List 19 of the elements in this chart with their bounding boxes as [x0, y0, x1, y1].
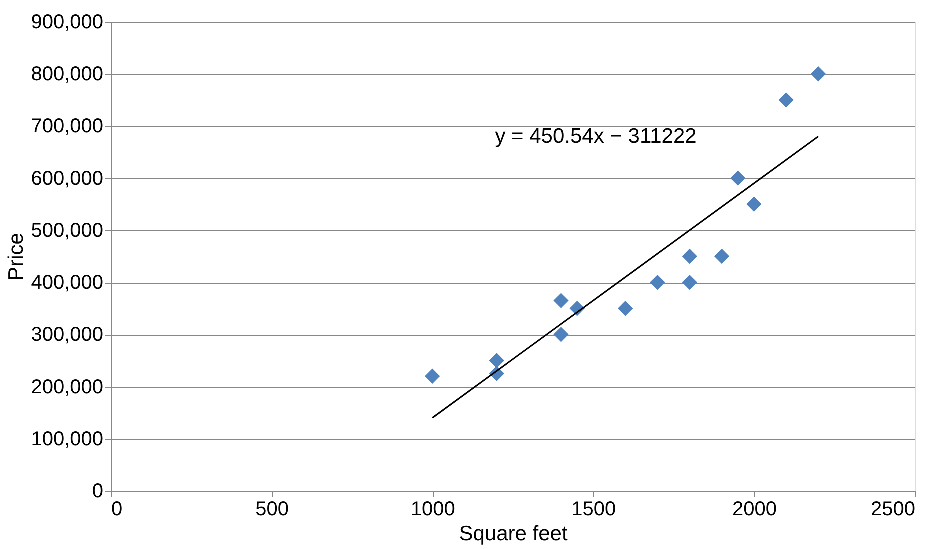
x-tick-label: 500 — [256, 498, 289, 520]
x-tick-label: 1500 — [572, 498, 616, 520]
annotation: y = 450.54x − 311222 — [495, 125, 697, 148]
y-tick-label: 600,000 — [31, 168, 104, 190]
x-axis-title: Square feet — [459, 522, 568, 546]
y-axis-title: Price — [5, 233, 28, 281]
y-tick-label: 800,000 — [31, 64, 104, 86]
x-tick-label: 1000 — [410, 498, 456, 520]
y-tick-label: 200,000 — [31, 376, 104, 398]
y-tick-label: 700,000 — [31, 116, 104, 138]
y-tick-label: 500,000 — [31, 220, 104, 242]
y-tick-label: 900,000 — [31, 12, 104, 34]
y-tick-label: 0 — [92, 480, 104, 502]
x-tick-label: 2500 — [871, 498, 916, 520]
x-tick-label: 0 — [112, 498, 123, 520]
y-tick-label: 300,000 — [31, 324, 104, 346]
x-tick-label: 2000 — [732, 498, 777, 520]
y-tick-label: 400,000 — [31, 272, 104, 294]
y-tick-label: 100,000 — [31, 428, 104, 450]
